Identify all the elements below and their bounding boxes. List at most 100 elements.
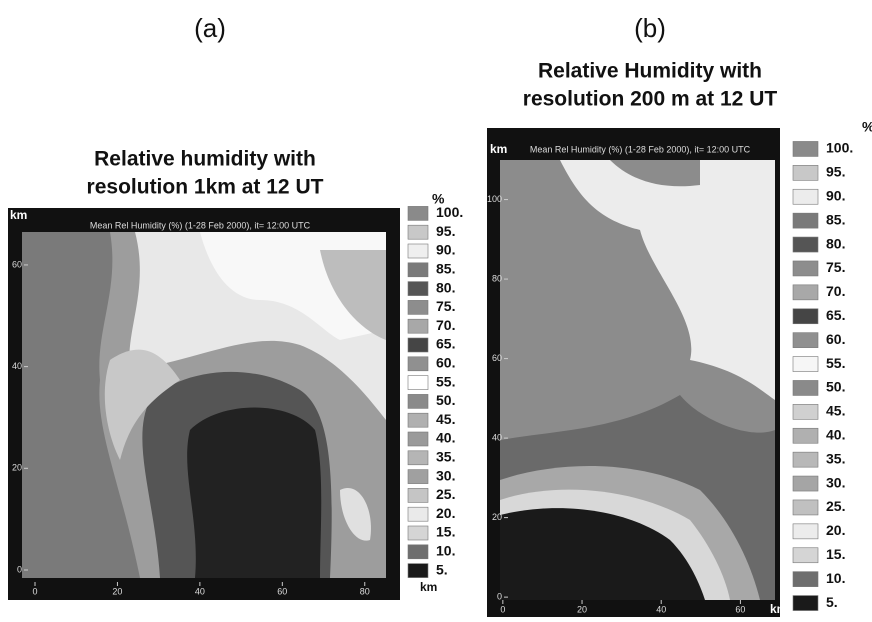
x-tick-label: 0 [500, 604, 505, 614]
legend-swatch [792, 571, 819, 587]
legend-label: 95. [436, 223, 455, 239]
legend-swatch [792, 356, 819, 372]
x-tick-label: 80 [360, 586, 370, 596]
legend-swatch [792, 260, 819, 277]
x-tick-label: 0 [32, 586, 37, 596]
y-unit: km [490, 142, 507, 156]
legend-swatch [407, 563, 429, 578]
legend-label: 45. [826, 403, 845, 419]
legend-swatch [407, 281, 429, 296]
legend-swatch [792, 308, 819, 325]
legend-label: 60. [436, 355, 455, 371]
legend-label: 85. [826, 211, 845, 227]
legend-label: 25. [436, 486, 455, 502]
legend-label: 65. [826, 307, 845, 323]
legend-swatch [407, 206, 429, 221]
y-tick-label: 100 [487, 194, 502, 204]
legend-label: 70. [826, 283, 845, 299]
legend-swatch [792, 332, 819, 348]
legend-label: 65. [436, 336, 455, 352]
y-tick-label: 0 [497, 591, 502, 601]
map-a [8, 208, 400, 600]
legend-swatch [792, 427, 819, 444]
legend-label: 5. [436, 561, 448, 577]
x-unit: km [420, 580, 437, 594]
legend-swatch [792, 475, 819, 492]
panel-title: resolution 200 m at 12 UT [523, 88, 778, 111]
plot-header: Mean Rel Humidity (%) (1-28 Feb 2000), i… [90, 220, 311, 230]
legend-label: 10. [436, 543, 455, 559]
y-tick-label: 40 [12, 361, 22, 371]
x-tick-label: 60 [735, 604, 745, 614]
x-tick-label: 60 [277, 586, 287, 596]
y-tick-label: 20 [492, 512, 502, 522]
legend-swatch [407, 394, 429, 409]
map-b [487, 128, 780, 617]
legend-swatch [792, 188, 819, 205]
legend-swatch [792, 212, 819, 229]
y-tick-label: 60 [12, 259, 22, 269]
legend-swatch [792, 523, 819, 540]
legend-label: 50. [436, 392, 455, 408]
legend-swatch [407, 300, 429, 315]
legend-swatch [407, 262, 429, 278]
legend-label: 20. [826, 522, 845, 538]
legend-swatch [407, 506, 429, 522]
legend-swatch [792, 451, 819, 468]
legend-label: 75. [826, 259, 845, 275]
legend-swatch [407, 450, 429, 466]
panel-label: (a) [194, 13, 226, 43]
legend-swatch [792, 499, 819, 516]
legend-label: 90. [826, 187, 845, 203]
legend-label: 40. [826, 426, 845, 442]
y-unit: km [10, 208, 27, 222]
legend-swatch [792, 595, 819, 611]
legend-label: 55. [826, 355, 845, 371]
x-tick-label: 20 [112, 586, 122, 596]
legend-label: 30. [826, 474, 845, 490]
legend-label: 45. [436, 411, 455, 427]
legend-swatch [792, 284, 819, 301]
legend-swatch [407, 488, 429, 503]
legend-label: 80. [436, 279, 455, 295]
legend-label: 70. [436, 317, 455, 333]
panel-title: Relative Humidity with [538, 60, 762, 83]
legend-swatch [407, 375, 429, 390]
legend-label: 20. [436, 505, 455, 521]
legend-swatch [407, 412, 429, 428]
legend-swatch [407, 224, 429, 240]
y-tick-label: 60 [492, 353, 502, 363]
legend-swatch [792, 236, 819, 253]
x-tick-label: 20 [577, 604, 587, 614]
legend-label: 50. [826, 379, 845, 395]
legend-label: 25. [826, 498, 845, 514]
legend-swatch [792, 165, 819, 181]
legend-swatch [407, 356, 429, 372]
legend-swatch [407, 469, 429, 484]
legend-label: 30. [436, 467, 455, 483]
legend-label: 55. [436, 373, 455, 389]
panel-title: Relative humidity with [94, 148, 316, 171]
x-unit: km [770, 602, 787, 616]
panel-title: resolution 1km at 12 UT [87, 176, 324, 199]
legend-label: 10. [826, 570, 845, 586]
legend-label: 15. [826, 546, 845, 562]
legend-label: 40. [436, 430, 455, 446]
legend-label: 80. [826, 235, 845, 251]
legend-label: 100. [826, 140, 853, 156]
legend-label: 90. [436, 242, 455, 258]
y-tick-label: 40 [492, 432, 502, 442]
x-tick-label: 40 [656, 604, 666, 614]
legend-swatch [407, 318, 429, 334]
legend-unit: % [862, 119, 872, 135]
x-tick-label: 40 [195, 586, 205, 596]
legend-label: 60. [826, 331, 845, 347]
legend-swatch [792, 404, 819, 420]
legend-swatch [407, 337, 429, 353]
legend-label: 75. [436, 298, 455, 314]
legend-swatch [792, 547, 819, 564]
legend-label: 95. [826, 164, 845, 180]
legend-unit: % [432, 191, 445, 207]
legend-swatch [407, 525, 429, 541]
